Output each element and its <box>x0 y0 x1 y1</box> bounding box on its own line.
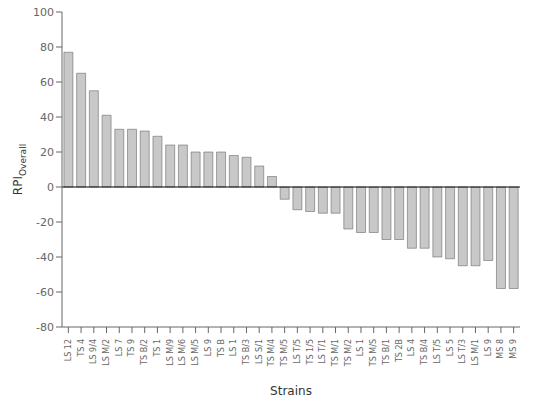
svg-text:-20: -20 <box>36 216 54 229</box>
svg-text:-80: -80 <box>36 321 54 334</box>
svg-text:MS 9: MS 9 <box>509 339 518 359</box>
svg-text:LS 9: LS 9 <box>484 339 493 356</box>
svg-text:LS T/5: LS T/5 <box>433 339 442 364</box>
svg-text:LS 7: LS 7 <box>115 339 124 356</box>
svg-text:LS M/5: LS M/5 <box>191 339 200 366</box>
svg-text:LS 12: LS 12 <box>64 339 73 361</box>
svg-text:TS M/5: TS M/5 <box>280 339 289 367</box>
svg-text:LS M/1: LS M/1 <box>471 339 480 366</box>
svg-text:TS B/3: TS B/3 <box>242 339 251 366</box>
svg-text:LS 9: LS 9 <box>204 339 213 356</box>
svg-text:LS 9/4: LS 9/4 <box>89 339 98 364</box>
svg-text:TS B/1: TS B/1 <box>382 339 391 366</box>
svg-text:LS T/1: LS T/1 <box>318 339 327 364</box>
svg-text:-60: -60 <box>36 286 54 299</box>
svg-text:LS T/5: LS T/5 <box>293 339 302 364</box>
svg-text:100: 100 <box>33 6 54 19</box>
svg-text:0: 0 <box>47 181 54 194</box>
svg-text:LS M/9: LS M/9 <box>166 339 175 366</box>
svg-text:20: 20 <box>40 146 54 159</box>
svg-text:TS B/2: TS B/2 <box>140 339 149 366</box>
svg-text:TS 2B: TS 2B <box>395 339 404 363</box>
svg-text:TS 4: TS 4 <box>77 339 86 358</box>
svg-text:LS M/6: LS M/6 <box>178 339 187 366</box>
svg-text:TS 1: TS 1 <box>153 339 162 358</box>
svg-text:LS T/3: LS T/3 <box>458 339 467 364</box>
svg-text:TS B/4: TS B/4 <box>420 339 429 366</box>
svg-text:MS 8: MS 8 <box>496 339 505 359</box>
svg-text:TS B: TS B <box>217 339 226 358</box>
svg-text:TS M/4: TS M/4 <box>267 339 276 367</box>
svg-text:Strains: Strains <box>270 384 312 398</box>
svg-text:LS 1: LS 1 <box>229 339 238 356</box>
svg-text:TS M/1: TS M/1 <box>331 339 340 367</box>
svg-text:RPIOverall: RPIOverall <box>11 144 28 195</box>
svg-text:LS 1: LS 1 <box>356 339 365 356</box>
svg-text:60: 60 <box>40 76 54 89</box>
svg-text:TS M/2: TS M/2 <box>344 339 353 367</box>
svg-text:LS M/2: LS M/2 <box>102 339 111 366</box>
svg-text:-40: -40 <box>36 251 54 264</box>
svg-text:40: 40 <box>40 111 54 124</box>
svg-text:TS M/S: TS M/S <box>369 339 378 367</box>
svg-text:LS S/1: LS S/1 <box>255 339 264 364</box>
svg-text:80: 80 <box>40 41 54 54</box>
svg-text:TS 1/5: TS 1/5 <box>306 339 315 365</box>
svg-text:LS 4: LS 4 <box>407 339 416 356</box>
svg-text:TS 9: TS 9 <box>127 339 136 358</box>
svg-text:LS 5: LS 5 <box>446 339 455 356</box>
